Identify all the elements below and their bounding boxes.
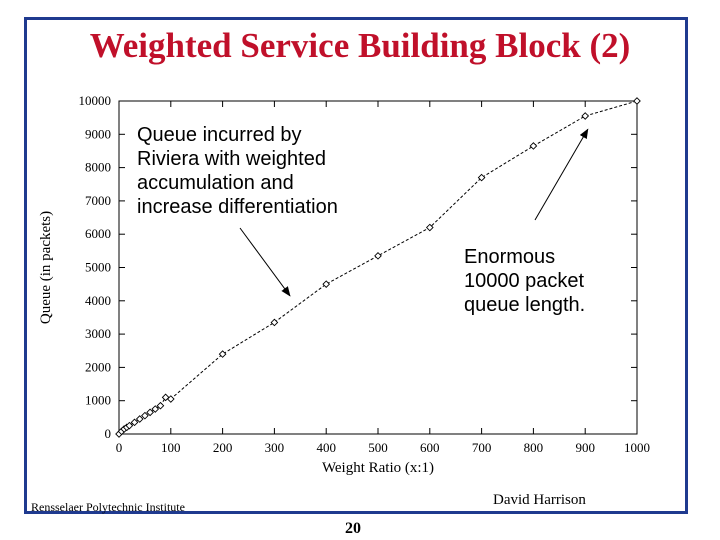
slide-title: Weighted Service Building Block (2) — [89, 26, 631, 65]
data-point — [425, 223, 434, 232]
x-tick-label: 700 — [472, 440, 492, 455]
y-axis-label: Queue (in packets) — [38, 211, 54, 324]
y-tick-label: 3000 — [85, 326, 111, 341]
y-tick-label: 0 — [105, 426, 112, 441]
annotation-line: queue length. — [464, 294, 585, 316]
data-point — [151, 405, 160, 413]
slide-frame — [24, 17, 688, 514]
ticks — [118, 100, 638, 435]
x-tick-label: 600 — [420, 440, 440, 455]
data-point — [322, 280, 331, 288]
data-point — [218, 350, 227, 358]
data-point — [581, 112, 590, 120]
x-tick-label: 1000 — [624, 440, 650, 455]
data-point — [477, 173, 486, 182]
annotation-line: Enormous — [464, 246, 555, 268]
data-point — [633, 97, 641, 105]
data-point — [146, 408, 154, 417]
x-tick-label: 300 — [265, 440, 285, 455]
page-number: 20 — [345, 520, 361, 537]
data-point — [125, 421, 134, 430]
x-tick-label: 0 — [116, 440, 123, 455]
x-tick-label: 500 — [368, 440, 388, 455]
data-point — [166, 395, 175, 403]
data-point — [529, 142, 538, 150]
footer-institution: Rensselaer Polytechnic Institute — [31, 500, 185, 514]
data-point — [270, 318, 279, 327]
y-tick-label: 4000 — [85, 293, 111, 308]
y-tick-label: 2000 — [85, 359, 111, 374]
y-tick-label: 10000 — [79, 93, 112, 108]
y-tick-labels: 0 1000 2000 3000 4000 5000 6000 7000 8000 9000 100… — [79, 93, 112, 441]
footer-author: David Harrison — [493, 492, 586, 508]
data-point — [141, 411, 149, 420]
annotation-line: Riviera with weighted — [137, 148, 326, 170]
annotation-line: increase differentiation — [137, 196, 338, 218]
data-point — [130, 418, 139, 427]
annotation-line: accumulation and — [137, 172, 294, 194]
y-tick-label: 1000 — [85, 393, 111, 408]
annotation-line: 10000 packet — [464, 270, 585, 292]
data-point — [374, 252, 382, 260]
x-tick-label: 400 — [316, 440, 336, 455]
series-markers — [115, 97, 641, 438]
data-point — [135, 415, 144, 423]
x-tick-label: 900 — [575, 440, 595, 455]
y-tick-label: 8000 — [85, 160, 111, 175]
data-point — [156, 401, 165, 410]
x-tick-labels: 0 100 200 300 400 500 600 700 800 900 1000 — [116, 440, 650, 455]
x-tick-label: 800 — [524, 440, 544, 455]
y-tick-label: 5000 — [85, 260, 111, 275]
x-axis-label: Weight Ratio (x:1) — [322, 460, 434, 476]
annotation-arrow — [239, 227, 291, 297]
y-tick-label: 9000 — [85, 126, 111, 141]
x-tick-label: 200 — [213, 440, 233, 455]
y-tick-label: 7000 — [85, 193, 111, 208]
y-tick-label: 6000 — [85, 226, 111, 241]
annotation-arrow — [534, 128, 589, 221]
x-tick-label: 100 — [161, 440, 181, 455]
annotation-line: Queue incurred by — [137, 124, 302, 146]
